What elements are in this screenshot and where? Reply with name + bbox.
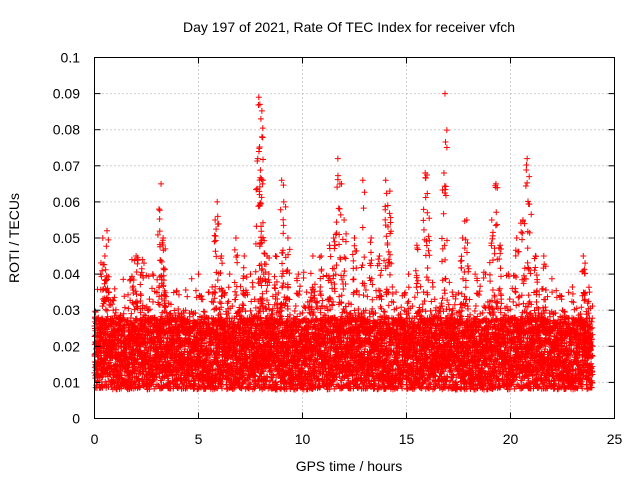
data-point (167, 362, 174, 369)
data-point (338, 292, 345, 299)
data-points (91, 90, 596, 393)
data-point (153, 374, 160, 381)
data-point (364, 293, 371, 300)
data-point (125, 291, 132, 298)
data-point (146, 296, 153, 303)
data-point (111, 285, 118, 292)
data-point (146, 306, 153, 313)
data-point (137, 309, 144, 316)
data-point (158, 377, 165, 384)
data-point (145, 273, 152, 280)
data-point (291, 307, 298, 314)
data-point (125, 305, 132, 312)
data-point (162, 303, 169, 310)
data-point (184, 293, 191, 300)
data-point (128, 310, 135, 317)
data-point (147, 382, 154, 389)
data-point (104, 328, 111, 335)
data-point (120, 316, 127, 323)
data-point (188, 275, 195, 282)
data-point (167, 301, 174, 308)
data-point (150, 367, 157, 374)
data-point (121, 304, 128, 311)
data-point (172, 312, 179, 319)
data-point (150, 298, 157, 305)
data-point (110, 297, 117, 304)
data-point (118, 372, 125, 379)
data-point (182, 286, 189, 293)
data-point (121, 293, 128, 300)
chart-title: Day 197 of 2021, Rate Of TEC Index for r… (183, 19, 515, 35)
data-point (149, 285, 156, 292)
data-point (148, 381, 155, 388)
data-point (314, 300, 321, 307)
data-point (225, 284, 232, 291)
data-point (108, 301, 115, 308)
data-point (300, 275, 307, 282)
data-point (102, 378, 109, 385)
data-point (318, 292, 325, 299)
data-point (111, 294, 118, 301)
data-point (336, 293, 343, 300)
data-point (173, 287, 180, 294)
data-point (137, 292, 144, 299)
data-point (94, 378, 101, 385)
data-point (163, 309, 170, 316)
data-point (104, 307, 111, 314)
data-point (300, 269, 307, 276)
data-point (252, 304, 259, 311)
data-point (143, 303, 150, 310)
data-point (154, 365, 161, 372)
data-point (133, 315, 140, 322)
data-point (120, 310, 127, 317)
data-point (141, 335, 148, 342)
data-point (129, 374, 136, 381)
data-point (171, 307, 178, 314)
data-point (247, 307, 254, 314)
data-point (297, 283, 304, 290)
data-point (105, 378, 112, 385)
data-point (150, 377, 157, 384)
data-point (131, 370, 138, 377)
data-point (151, 339, 158, 346)
data-point (120, 276, 127, 283)
data-point (192, 287, 199, 294)
data-point (249, 283, 256, 290)
data-point (119, 366, 126, 373)
data-point (243, 274, 250, 281)
data-point (168, 332, 175, 339)
data-point (292, 302, 299, 309)
data-point (150, 272, 157, 279)
